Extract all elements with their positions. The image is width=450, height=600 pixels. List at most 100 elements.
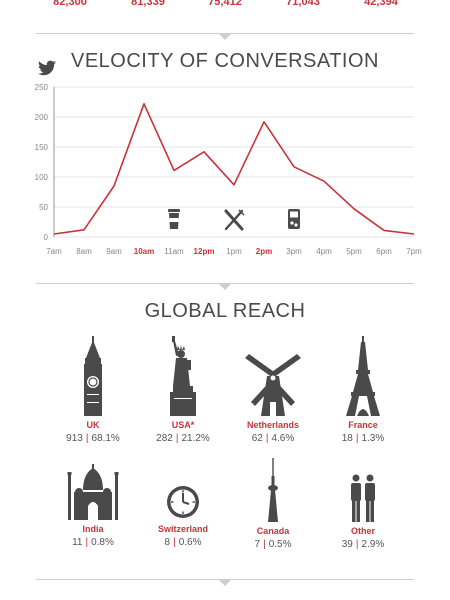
reach-stats: 11 | 0.8% [48, 537, 138, 548]
reach-country: UK [86, 420, 100, 430]
reach-percent: 4.6% [271, 433, 295, 444]
reach-count: 62 [251, 433, 263, 444]
velocity-title: VELOCITY OF CONVERSATION [71, 50, 379, 72]
x-tick-label: 6pm [376, 247, 392, 256]
reach-separator: | [355, 433, 359, 444]
section-divider [36, 283, 414, 284]
windmill-icon [245, 354, 301, 416]
reach-stats: 62 | 4.6% [228, 433, 318, 444]
twitter-icon [38, 60, 56, 76]
divider-arrow-icon [219, 284, 231, 290]
reach-percent: 1.3% [361, 433, 385, 444]
reach-item-switzerland: Switzerland 8 | 0.6% [138, 484, 228, 548]
reach-country: Switzerland [157, 524, 208, 534]
reach-separator: | [85, 537, 89, 548]
reach-stats: 913 | 68.1% [48, 433, 138, 444]
top-stat: 71,043 [286, 0, 320, 8]
reach-item-india: India 11 | 0.8% [48, 464, 138, 548]
reach-country: Other [350, 526, 375, 536]
x-tick-label: 4pm [316, 247, 332, 256]
reach-item-other: Other 39 | 2.9% [318, 474, 408, 550]
x-axis: 7am 8am 9am 10am 11am 12pm 1pm 2pm 3pm 4pm 5pm 6pm 7… [46, 247, 422, 256]
divider-arrow-icon [219, 580, 231, 586]
reach-count: 18 [341, 433, 353, 444]
people-icon [351, 474, 375, 522]
reach-item-usa: USA* 282 | 21.2% [138, 336, 228, 444]
coffee-cup-icon [168, 209, 180, 229]
reach-item-netherlands: Netherlands 62 | 4.6% [228, 336, 318, 444]
reach-item-canada: Canada 7 | 0.5% [228, 458, 318, 550]
y-tick-label: 250 [35, 83, 49, 92]
reach-separator: | [175, 433, 179, 444]
y-tick-label: 100 [35, 173, 49, 182]
x-tick-label: 10am [134, 247, 154, 256]
top-stat: 81,339 [131, 0, 165, 8]
fork-knife-icon [224, 209, 245, 231]
divider-arrow-icon [219, 34, 231, 40]
series-line [53, 103, 415, 235]
top-stat: 42,394 [364, 0, 398, 8]
x-tick-label: 3pm [286, 247, 302, 256]
reach-stats: 39 | 2.9% [318, 539, 408, 550]
reach-separator: | [355, 539, 359, 550]
statue-of-liberty-icon [170, 336, 196, 416]
reach-separator: | [173, 537, 176, 548]
y-tick-label: 200 [35, 113, 49, 122]
reach-separator: | [263, 539, 266, 550]
reach-stats: 18 | 1.3% [318, 433, 408, 444]
reach-item-uk: UK 913 | 68.1% [48, 336, 138, 444]
chart-annotations [168, 209, 300, 231]
reach-percent: 0.6% [178, 537, 202, 548]
x-tick-label: 11am [164, 247, 184, 256]
reach-count: 913 [66, 433, 83, 444]
velocity-chart: 0 50 100 150 200 250 7am 8am 9am 10am 11am 12pm 1pm… [0, 80, 450, 270]
y-tick-label: 0 [44, 233, 49, 242]
section-divider [36, 579, 414, 580]
x-tick-label: 12pm [194, 247, 215, 256]
reach-item-france: France 18 | 1.3% [318, 336, 408, 444]
section-divider [36, 33, 414, 34]
reach-count: 8 [164, 537, 171, 548]
reach-percent: 21.2% [181, 433, 210, 444]
x-tick-label: 8am [76, 247, 92, 256]
x-tick-label: 9am [106, 247, 122, 256]
reach-country: USA* [171, 420, 195, 430]
reach-stats: 282 | 21.2% [138, 433, 228, 444]
reach-percent: 0.5% [268, 539, 292, 550]
reach-separator: | [85, 433, 89, 444]
reach-separator: | [265, 433, 269, 444]
reach-stats: 8 | 0.6% [138, 537, 228, 548]
x-tick-label: 2pm [256, 247, 272, 256]
big-ben-icon [84, 336, 102, 416]
reach-count: 282 [156, 433, 173, 444]
cn-tower-icon [268, 458, 278, 522]
reach-country: Netherlands [246, 420, 299, 430]
reach-country: France [348, 420, 378, 430]
phone-icon [288, 209, 300, 229]
y-tick-label: 150 [35, 143, 49, 152]
reach-stats: 7 | 0.5% [228, 539, 318, 550]
y-tick-label: 50 [39, 203, 48, 212]
reach-percent: 2.9% [361, 539, 385, 550]
top-stat: 82,300 [53, 0, 87, 8]
eiffel-tower-icon [346, 336, 380, 416]
reach-count: 7 [254, 539, 261, 550]
x-tick-label: 7am [46, 247, 62, 256]
x-tick-label: 5pm [346, 247, 362, 256]
reach-country: India [82, 524, 104, 534]
x-tick-label: 1pm [226, 247, 242, 256]
y-axis: 0 50 100 150 200 250 [35, 83, 49, 242]
reach-count: 11 [72, 537, 83, 548]
reach-percent: 68.1% [91, 433, 120, 444]
reach-percent: 0.8% [91, 537, 114, 548]
chart-grid [53, 86, 414, 238]
reach-country: Canada [256, 526, 290, 536]
taj-mahal-icon [67, 464, 119, 520]
x-tick-label: 7pm [406, 247, 422, 256]
global-reach-title: GLOBAL REACH [144, 300, 306, 322]
top-stat: 75,412 [208, 0, 242, 8]
reach-count: 39 [341, 539, 353, 550]
top-stats-row: 82,300 81,339 75,412 71,043 42,394 [0, 0, 450, 10]
clock-icon [167, 486, 199, 518]
velocity-chart-svg: 0 50 100 150 200 250 7am 8am 9am 10am 11am 12pm 1pm… [35, 83, 422, 256]
